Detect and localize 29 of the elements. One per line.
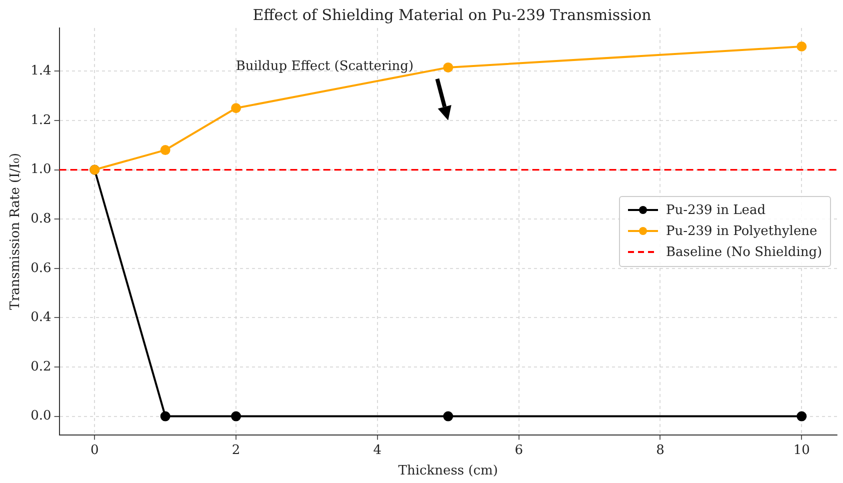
y-tick-label: 1.2	[30, 112, 52, 128]
point	[231, 411, 242, 422]
y-tick-label: 0.2	[30, 359, 52, 374]
y-tick-label: 0.8	[30, 211, 52, 226]
y-tick-label: 1.4	[30, 64, 52, 79]
x-tick-label: 8	[656, 442, 664, 458]
point	[160, 411, 170, 422]
x-tick-label: 2	[232, 442, 240, 458]
point	[231, 103, 242, 114]
y-tick-label: 0.4	[30, 310, 52, 326]
x-tick-label: 4	[373, 442, 382, 458]
annotation: Buildup Effect (Scattering)	[236, 59, 414, 74]
legend-label: Pu-239 in Lead	[666, 202, 766, 218]
x-tick-label: 10	[793, 442, 810, 458]
chart-title: Effect of Shielding Material on Pu-239 Transmission	[252, 6, 652, 24]
point	[796, 41, 807, 52]
legend-label: Pu-239 in Polyethylene	[666, 224, 818, 239]
point	[796, 411, 807, 422]
x-tick-label: 6	[514, 442, 523, 458]
y-tick-label: 1.0	[30, 162, 52, 178]
point	[443, 411, 454, 422]
x-axis-title: Thickness (cm)	[398, 464, 498, 479]
legend-label: Baseline (No Shielding)	[666, 244, 822, 260]
y-tick-label: 0.0	[30, 408, 52, 424]
x-tick-label: 0	[90, 442, 99, 458]
y-tick-label: 0.6	[30, 260, 52, 276]
point	[443, 62, 454, 72]
y-axis-title: Transmission Rate (I/I₀)	[8, 152, 24, 310]
point	[160, 145, 170, 156]
